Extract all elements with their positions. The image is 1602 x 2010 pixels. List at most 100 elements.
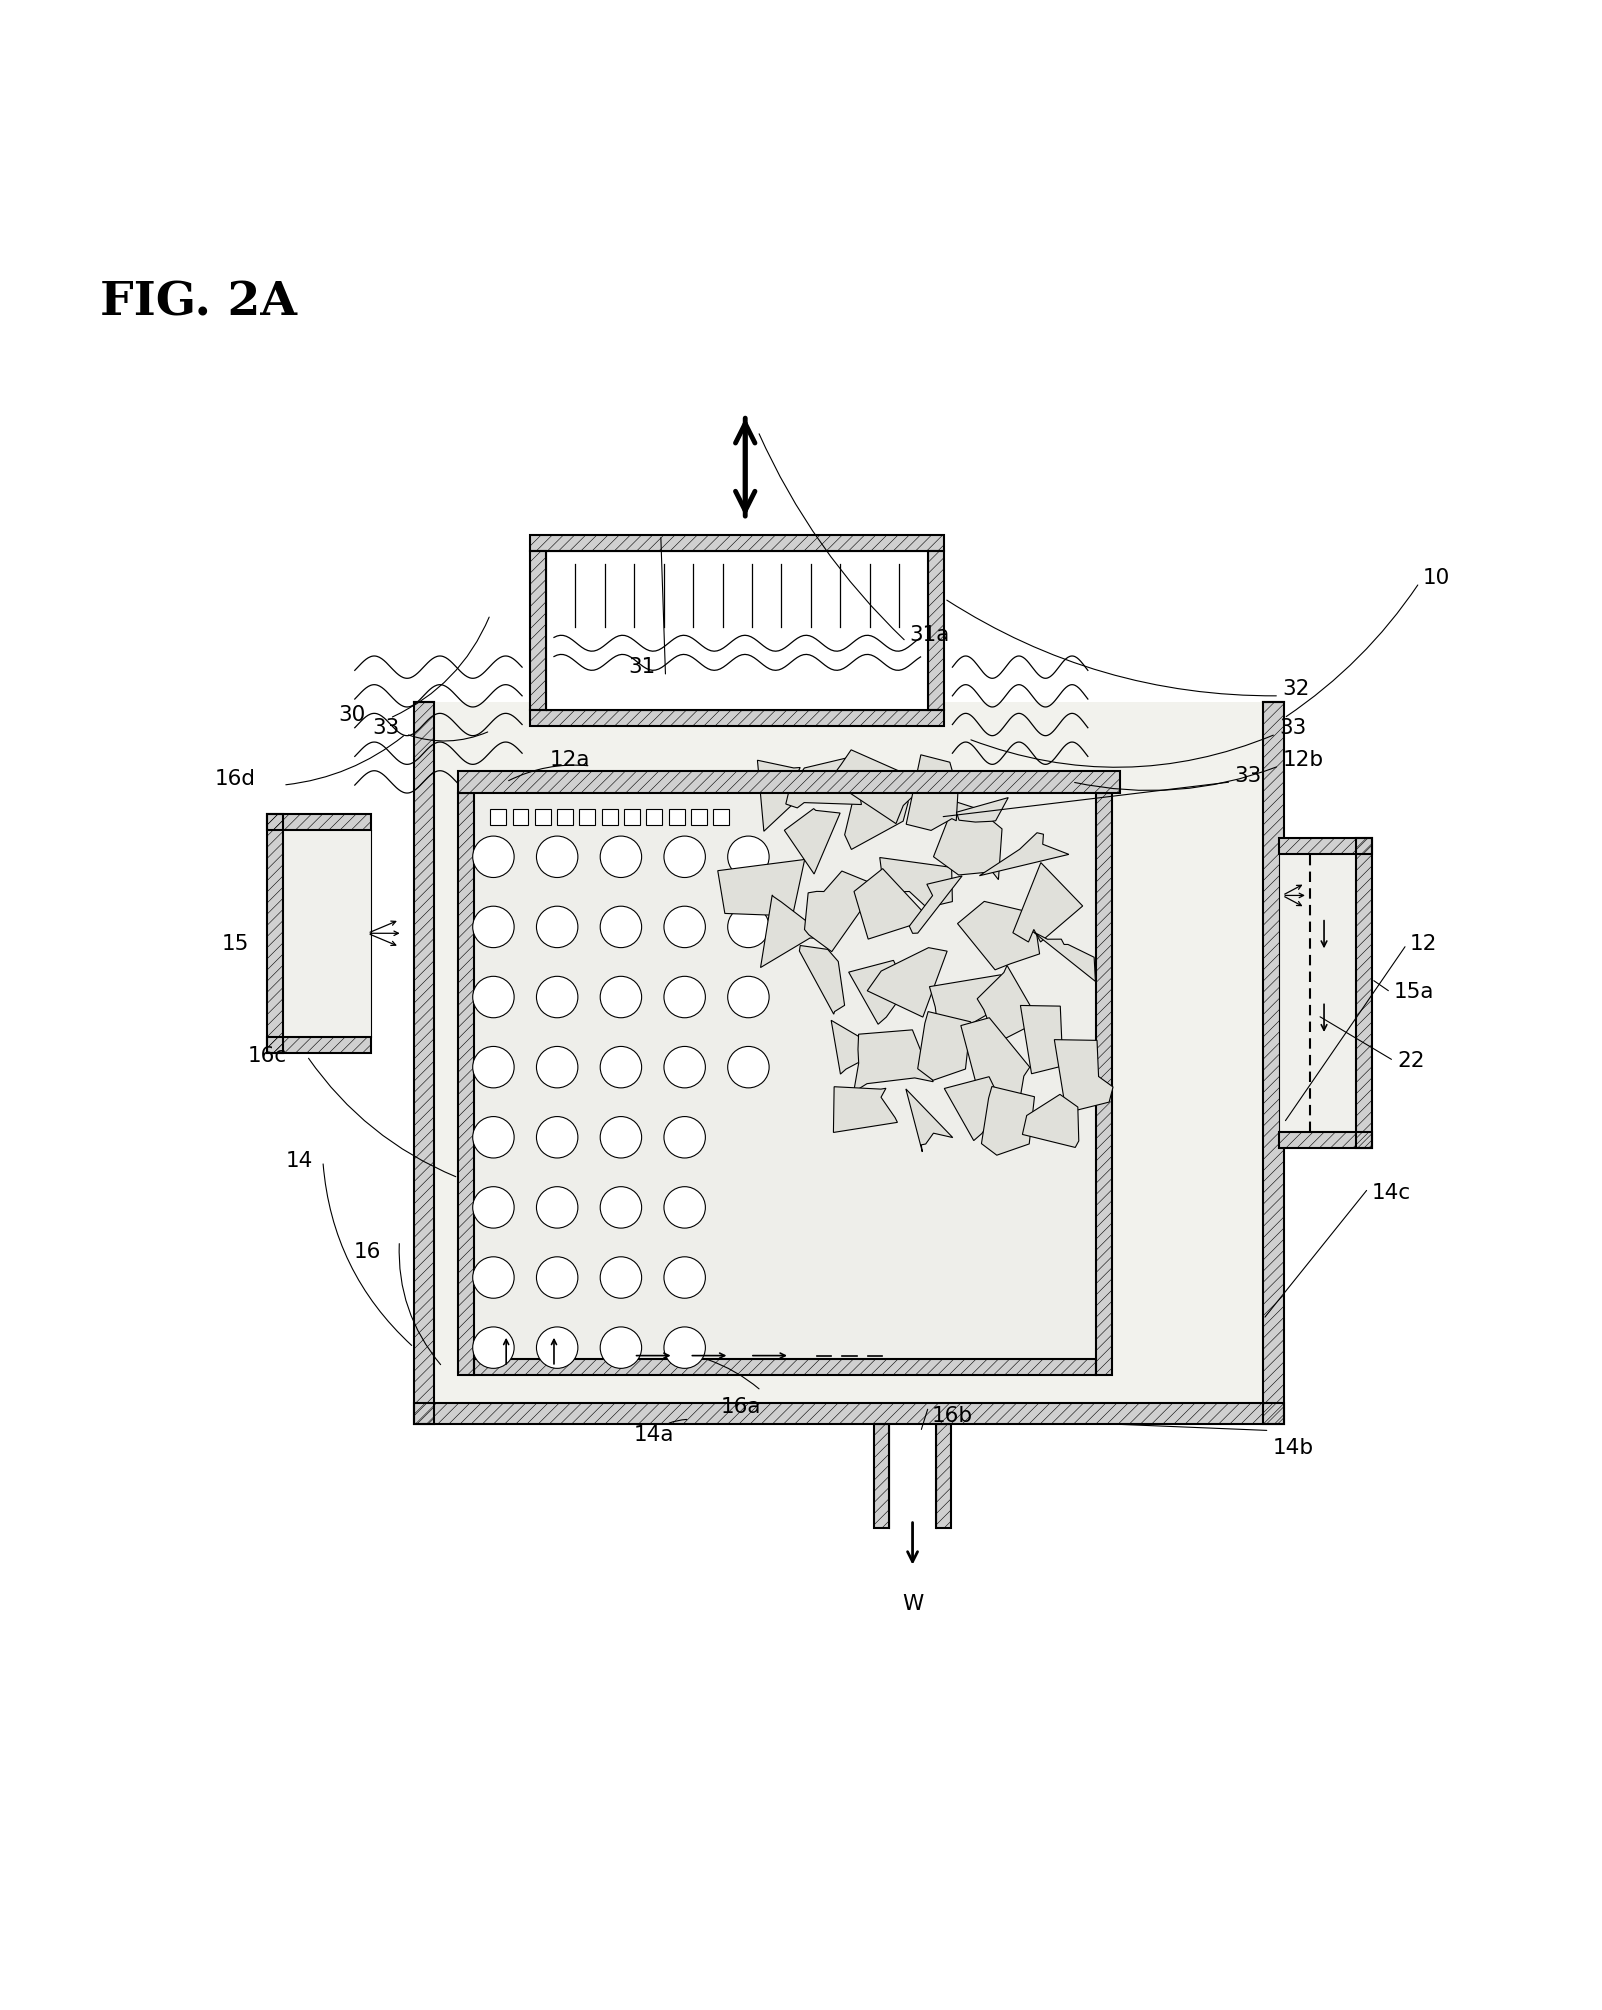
Polygon shape: [854, 868, 928, 939]
Bar: [458, 794, 474, 1375]
Bar: [929, 551, 945, 710]
Bar: [434, 701, 1262, 1403]
Bar: [1262, 701, 1283, 1425]
Text: 33: 33: [1278, 718, 1306, 738]
Polygon shape: [761, 894, 828, 967]
Bar: [458, 770, 1120, 794]
Polygon shape: [758, 760, 803, 832]
Bar: [513, 808, 529, 824]
Bar: [1096, 794, 1112, 1375]
Text: 14c: 14c: [1371, 1184, 1411, 1204]
Bar: [530, 710, 945, 726]
Bar: [929, 551, 945, 710]
Bar: [1096, 794, 1112, 1375]
Circle shape: [473, 1186, 514, 1228]
Bar: [268, 814, 284, 1053]
Bar: [875, 1425, 889, 1528]
Polygon shape: [961, 1017, 1030, 1110]
Text: FIG. 2A: FIG. 2A: [99, 279, 296, 326]
Polygon shape: [944, 1077, 1004, 1140]
Text: 31a: 31a: [910, 625, 950, 645]
Circle shape: [473, 1118, 514, 1158]
Circle shape: [473, 836, 514, 878]
Bar: [625, 808, 641, 824]
Circle shape: [473, 907, 514, 947]
Polygon shape: [982, 1087, 1035, 1156]
Bar: [1355, 838, 1371, 1148]
Polygon shape: [787, 756, 862, 808]
Text: 22: 22: [1397, 1051, 1424, 1071]
Circle shape: [663, 836, 705, 878]
Circle shape: [727, 836, 769, 878]
Bar: [1278, 1132, 1371, 1148]
Text: 12b: 12b: [1282, 750, 1323, 770]
Bar: [530, 551, 546, 710]
Circle shape: [663, 1256, 705, 1298]
Bar: [413, 1403, 1283, 1425]
Polygon shape: [956, 798, 1008, 822]
Polygon shape: [958, 900, 1040, 971]
Circle shape: [601, 977, 642, 1017]
Bar: [413, 701, 434, 1425]
Bar: [268, 1037, 370, 1053]
Bar: [284, 830, 370, 1037]
Bar: [1278, 854, 1355, 1132]
Polygon shape: [718, 860, 804, 917]
Polygon shape: [1020, 1005, 1075, 1073]
Circle shape: [473, 977, 514, 1017]
Text: 15: 15: [221, 935, 248, 955]
Text: 16b: 16b: [932, 1407, 972, 1427]
Polygon shape: [905, 1089, 953, 1152]
Bar: [530, 535, 945, 551]
Bar: [1262, 701, 1283, 1425]
Circle shape: [537, 1047, 578, 1087]
Bar: [546, 551, 929, 710]
Bar: [713, 808, 729, 824]
Bar: [690, 808, 706, 824]
Polygon shape: [854, 1029, 934, 1091]
Circle shape: [537, 1327, 578, 1369]
Polygon shape: [1022, 1093, 1078, 1148]
Circle shape: [601, 1256, 642, 1298]
Text: 12a: 12a: [549, 750, 590, 770]
Bar: [474, 1359, 1096, 1375]
Text: 16a: 16a: [721, 1397, 761, 1417]
Circle shape: [537, 1186, 578, 1228]
Bar: [1278, 838, 1371, 854]
Polygon shape: [830, 750, 926, 824]
Polygon shape: [907, 756, 958, 830]
Bar: [530, 710, 945, 726]
Circle shape: [601, 907, 642, 947]
Circle shape: [601, 1047, 642, 1087]
Polygon shape: [844, 784, 908, 850]
Circle shape: [537, 977, 578, 1017]
Polygon shape: [867, 947, 947, 1017]
Bar: [413, 1403, 1283, 1425]
Bar: [535, 808, 551, 824]
Polygon shape: [1033, 933, 1096, 981]
Bar: [530, 551, 546, 710]
Bar: [530, 535, 945, 551]
Text: 14a: 14a: [634, 1425, 674, 1445]
Circle shape: [663, 1186, 705, 1228]
Circle shape: [727, 907, 769, 947]
Circle shape: [601, 836, 642, 878]
Bar: [268, 814, 284, 1053]
Polygon shape: [929, 975, 1008, 1025]
Bar: [1278, 1132, 1371, 1148]
Polygon shape: [804, 870, 878, 951]
Text: 16: 16: [354, 1242, 381, 1262]
Polygon shape: [979, 832, 1069, 876]
Bar: [458, 770, 1120, 794]
Circle shape: [663, 1047, 705, 1087]
Bar: [580, 808, 596, 824]
Text: 14: 14: [285, 1152, 312, 1172]
Polygon shape: [918, 1011, 971, 1079]
Bar: [1278, 838, 1371, 854]
Bar: [268, 1037, 370, 1053]
Circle shape: [473, 1256, 514, 1298]
Circle shape: [537, 1118, 578, 1158]
Circle shape: [537, 836, 578, 878]
Circle shape: [663, 1118, 705, 1158]
Text: 12: 12: [1410, 935, 1437, 955]
